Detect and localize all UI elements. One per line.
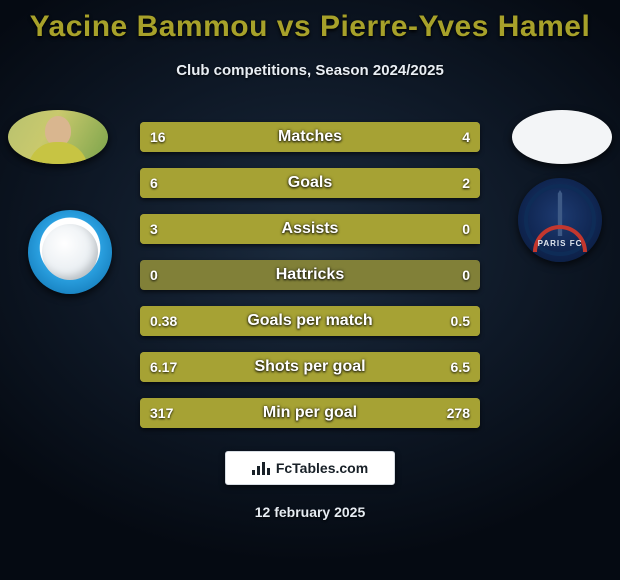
stat-left-value: 6 xyxy=(140,168,168,198)
stat-row: Assists3 0 xyxy=(140,214,480,244)
stat-right-value: 6.5 xyxy=(441,352,480,382)
stat-left-value: 317 xyxy=(140,398,183,428)
footer-date: 12 february 2025 xyxy=(0,504,620,520)
brand-text: FcTables.com xyxy=(276,460,368,476)
stat-label: Goals xyxy=(140,168,480,198)
stat-left-value: 0 xyxy=(140,260,168,290)
stat-left-value: 0.38 xyxy=(140,306,187,336)
stat-right-value: 278 xyxy=(437,398,480,428)
brand-icon xyxy=(252,461,270,475)
stat-row: Hattricks0 0 xyxy=(140,260,480,290)
stats-bars: Matches164Goals62Assists30Hattricks00Goa… xyxy=(140,122,480,444)
stat-label: Assists xyxy=(140,214,480,244)
stat-right-value: 0.5 xyxy=(441,306,480,336)
club-right-label: PARIS FC xyxy=(518,239,602,248)
stat-left-value: 3 xyxy=(140,214,168,244)
stat-left-value: 16 xyxy=(140,122,176,152)
player-left-avatar xyxy=(8,110,108,164)
page-title: Yacine Bammou vs Pierre-Yves Hamel xyxy=(0,10,620,44)
stat-row: Shots per goal6.17 6.5 xyxy=(140,352,480,382)
stat-right-value: 0 xyxy=(452,214,480,244)
stat-right-value: 0 xyxy=(452,260,480,290)
stat-label: Hattricks xyxy=(140,260,480,290)
stat-row: Goals per match0.38 0.5 xyxy=(140,306,480,336)
stat-right-value: 4 xyxy=(452,122,480,152)
brand-badge: FcTables.com xyxy=(225,451,395,485)
stat-label: Min per goal xyxy=(140,398,480,428)
stat-label: Matches xyxy=(140,122,480,152)
stat-left-value: 6.17 xyxy=(140,352,187,382)
player-right-avatar xyxy=(512,110,612,164)
club-right-badge: PARIS FC xyxy=(518,178,602,262)
stat-right-value: 2 xyxy=(452,168,480,198)
stat-row: Min per goal317 278 xyxy=(140,398,480,428)
stat-row: Matches16 4 xyxy=(140,122,480,152)
stat-row: Goals6 2 xyxy=(140,168,480,198)
stat-label: Goals per match xyxy=(140,306,480,336)
page-subtitle: Club competitions, Season 2024/2025 xyxy=(0,62,620,79)
stat-label: Shots per goal xyxy=(140,352,480,382)
club-left-badge xyxy=(28,210,112,294)
